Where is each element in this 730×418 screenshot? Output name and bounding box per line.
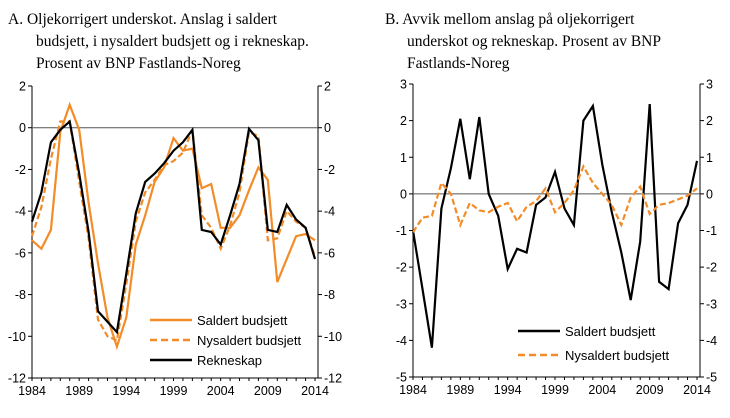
chart-title-line: underskot og rekneskap. Prosent av BNP — [407, 33, 661, 50]
x-tick-label: 2004 — [588, 383, 616, 397]
series-line-saldert-budsjett — [31, 101, 316, 351]
y-tick-label-left: 2 — [400, 114, 407, 128]
chart-title-line: B. Avvik mellom anslag på oljekorrigert — [385, 11, 635, 28]
y-tick-label-right: -2 — [706, 261, 717, 275]
y-tick-label-right: -8 — [324, 288, 335, 302]
legend-label: Saldert budsjett — [565, 324, 656, 339]
y-tick-label-right: -1 — [706, 224, 717, 238]
y-tick-label-right: 3 — [706, 78, 713, 92]
chart-title-line: A. Oljekorrigert underskot. Anslag i sal… — [8, 11, 278, 28]
x-tick-label: 1989 — [65, 384, 93, 398]
legend-label: Nysaldert budsjett — [565, 348, 669, 363]
y-tick-label-right: 2 — [324, 80, 331, 94]
chart-title-line: budsjett, i nysaldert budsjett og i rekn… — [36, 33, 309, 50]
y-tick-label-left: -12 — [8, 372, 26, 386]
y-tick-label-left: -2 — [15, 163, 26, 177]
y-tick-label-right: 1 — [706, 151, 713, 165]
chart-title-line: Fastlands-Noreg — [407, 55, 510, 72]
y-tick-label-left: -10 — [8, 330, 26, 344]
y-tick-label-left: -6 — [15, 246, 26, 260]
x-tick-label: 2014 — [683, 383, 711, 397]
series-line-nysaldert-budsjett — [412, 163, 698, 233]
y-tick-label-left: 0 — [19, 121, 26, 135]
y-tick-label-left: -2 — [396, 261, 407, 275]
x-tick-label: 1989 — [446, 383, 474, 397]
x-tick-label: 2004 — [207, 384, 235, 398]
y-tick-label-left: -4 — [396, 334, 407, 348]
y-tick-label-left: 1 — [400, 151, 407, 165]
x-tick-label: 2014 — [301, 384, 329, 398]
y-tick-label-left: -8 — [15, 288, 26, 302]
y-tick-label-right: -5 — [706, 371, 717, 385]
y-tick-label-right: -2 — [324, 163, 335, 177]
x-tick-label: 1994 — [112, 384, 140, 398]
x-tick-label: 2009 — [254, 384, 282, 398]
series-line-saldert-budsjett — [411, 103, 699, 348]
x-tick-label: 1999 — [541, 383, 569, 397]
y-tick-label-left: -1 — [396, 224, 407, 238]
y-tick-label-left: -4 — [15, 205, 26, 219]
series-line-rekneskap — [30, 119, 317, 335]
y-tick-label-left: 3 — [400, 78, 407, 92]
y-tick-label-left: -3 — [396, 297, 407, 311]
y-tick-label-right: -10 — [324, 330, 342, 344]
x-tick-label: 1984 — [18, 384, 46, 398]
y-tick-label-right: 0 — [706, 187, 713, 201]
y-tick-label-left: 0 — [400, 187, 407, 201]
x-tick-label: 1994 — [494, 383, 522, 397]
y-tick-label-right: -4 — [706, 334, 717, 348]
y-tick-label-right: -12 — [324, 372, 342, 386]
y-tick-label-right: -3 — [706, 297, 717, 311]
x-tick-label: 1984 — [399, 383, 427, 397]
legend-label: Nysaldert budsjett — [197, 333, 301, 348]
chart-title-line: Prosent av BNP Fastlands-Noreg — [36, 55, 241, 72]
panel-a: A. Oljekorrigert underskot. Anslag i sal… — [8, 11, 342, 398]
y-tick-label-left: -5 — [396, 371, 407, 385]
y-tick-label-right: -6 — [324, 246, 335, 260]
series-line-nysaldert-budsjett — [30, 120, 317, 343]
x-tick-label: 2009 — [636, 383, 664, 397]
y-tick-label-right: 0 — [324, 121, 331, 135]
y-tick-label-right: -4 — [324, 205, 335, 219]
y-tick-label-right: 2 — [706, 114, 713, 128]
legend-label: Rekneskap — [197, 353, 262, 368]
y-tick-label-left: 2 — [19, 80, 26, 94]
x-tick-label: 1999 — [160, 384, 188, 398]
legend-label: Saldert budsjett — [197, 313, 288, 328]
panel-b: B. Avvik mellom anslag på oljekorrigert u… — [385, 11, 717, 397]
